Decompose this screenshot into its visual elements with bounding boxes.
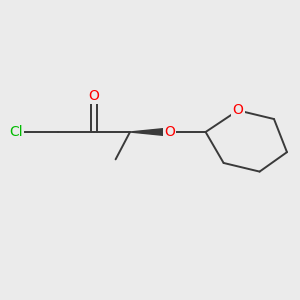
Text: O: O [88, 89, 99, 103]
Polygon shape [130, 128, 170, 136]
Text: Cl: Cl [9, 125, 23, 139]
Text: O: O [232, 103, 243, 117]
Text: O: O [164, 125, 175, 139]
